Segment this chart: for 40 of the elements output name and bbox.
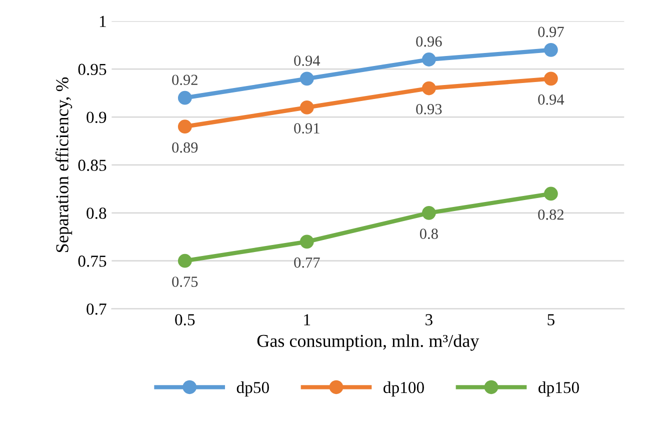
x-tick-label: 0.5 bbox=[175, 314, 195, 326]
data-label: 0.92 bbox=[172, 74, 198, 86]
data-label: 0.93 bbox=[416, 104, 442, 114]
y-tick-label: 0.7 bbox=[86, 303, 106, 315]
data-label: 0.96 bbox=[416, 36, 442, 47]
x-axis-title: Gas consumption, mln. m³/day bbox=[257, 334, 480, 351]
data-label: 0.97 bbox=[538, 26, 564, 38]
data-label: 0.94 bbox=[538, 94, 564, 105]
data-label: 0.77 bbox=[294, 257, 320, 268]
y-tick-label: 1 bbox=[100, 16, 106, 27]
x-tick-label: 3 bbox=[426, 314, 432, 326]
data-label: 0.94 bbox=[294, 56, 320, 66]
point bbox=[422, 81, 436, 96]
data-label: 0.75 bbox=[172, 276, 198, 287]
y-tick-label: 0.9 bbox=[86, 112, 106, 124]
point bbox=[300, 72, 314, 86]
data-label: 0.91 bbox=[294, 123, 320, 134]
legend-label: dp100 bbox=[384, 381, 424, 397]
point bbox=[422, 52, 436, 66]
y-tick-label: 0.8 bbox=[86, 208, 106, 219]
x-tick-label: 1 bbox=[304, 314, 310, 326]
point bbox=[544, 42, 558, 57]
y-tick-label: 0.85 bbox=[78, 160, 106, 171]
x-tick-label: 5 bbox=[548, 314, 554, 326]
data-label: 0.82 bbox=[538, 209, 564, 220]
point bbox=[178, 120, 192, 134]
data-label: 0.89 bbox=[172, 142, 198, 153]
legend-label: dp150 bbox=[538, 381, 579, 397]
point bbox=[422, 206, 436, 220]
point bbox=[178, 254, 192, 268]
point bbox=[300, 100, 314, 114]
y-axis-title: Separation efficiency, % bbox=[56, 77, 72, 252]
data-label: 0.8 bbox=[420, 228, 438, 240]
point bbox=[544, 72, 558, 86]
y-tick-label: 0.75 bbox=[78, 256, 106, 267]
y-tick-label: 0.95 bbox=[78, 64, 106, 76]
point bbox=[178, 90, 192, 105]
point bbox=[544, 186, 558, 201]
point bbox=[300, 234, 314, 249]
legend-label: dp50 bbox=[236, 381, 269, 397]
